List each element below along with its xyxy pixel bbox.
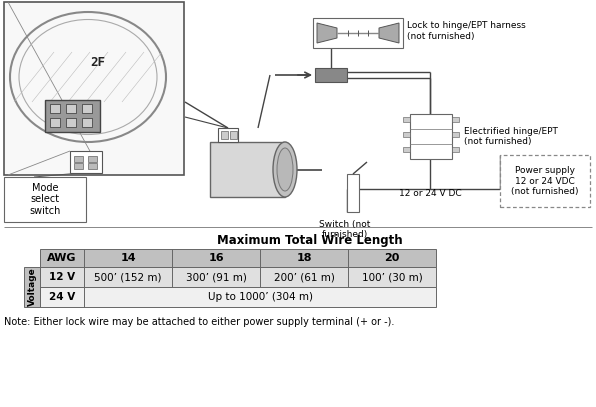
Text: Mode
select
switch: Mode select switch — [29, 183, 61, 216]
Bar — [230, 131, 237, 139]
Ellipse shape — [277, 148, 293, 191]
Bar — [4, 2, 184, 175]
Text: Note: Either lock wire may be attached to either power supply terminal (+ or -).: Note: Either lock wire may be attached t… — [4, 317, 395, 327]
Text: Switch (not
furnished): Switch (not furnished) — [319, 220, 371, 239]
Bar — [50, 118, 60, 127]
Bar — [66, 104, 76, 113]
Bar — [500, 155, 590, 207]
Text: 200’ (61 m): 200’ (61 m) — [274, 272, 334, 282]
Bar — [218, 128, 238, 142]
Bar — [74, 156, 83, 162]
Text: 24 V: 24 V — [49, 292, 75, 302]
Bar — [452, 147, 459, 152]
Text: 2F: 2F — [91, 55, 105, 68]
Bar — [452, 117, 459, 122]
Text: Voltage: Voltage — [27, 268, 36, 306]
Text: Power supply
12 or 24 VDC
(not furnished): Power supply 12 or 24 VDC (not furnished… — [511, 166, 579, 196]
Bar — [88, 163, 97, 169]
Bar — [403, 117, 410, 122]
Bar — [50, 104, 60, 113]
Bar — [74, 163, 83, 169]
Text: 100’ (30 m): 100’ (30 m) — [362, 272, 423, 282]
Bar — [40, 267, 436, 287]
Text: 20: 20 — [384, 253, 400, 263]
Polygon shape — [379, 23, 399, 43]
Text: 12 V: 12 V — [49, 272, 75, 282]
Bar — [66, 118, 76, 127]
Bar — [403, 147, 410, 152]
Bar — [40, 249, 436, 267]
Text: 16: 16 — [208, 253, 224, 263]
Bar — [24, 267, 40, 307]
Polygon shape — [317, 23, 337, 43]
Bar — [403, 132, 410, 137]
Bar — [70, 151, 102, 173]
Bar — [347, 174, 359, 212]
Bar — [82, 118, 92, 127]
Text: 300’ (91 m): 300’ (91 m) — [185, 272, 246, 282]
Text: Up to 1000’ (304 m): Up to 1000’ (304 m) — [207, 292, 312, 302]
Text: Lock to hinge/EPT harness
(not furnished): Lock to hinge/EPT harness (not furnished… — [407, 21, 526, 41]
Bar — [45, 100, 100, 132]
Bar — [40, 287, 436, 307]
Text: 14: 14 — [120, 253, 136, 263]
Bar — [452, 132, 459, 137]
Bar — [410, 114, 452, 159]
Bar — [210, 142, 285, 197]
Bar — [315, 68, 347, 82]
Text: Maximum Total Wire Length: Maximum Total Wire Length — [217, 234, 403, 247]
Bar — [313, 18, 403, 48]
Text: 12 or 24 V DC: 12 or 24 V DC — [399, 190, 461, 199]
Bar — [221, 131, 228, 139]
Ellipse shape — [273, 142, 297, 197]
Text: 18: 18 — [296, 253, 312, 263]
Bar — [88, 156, 97, 162]
Text: Electrified hinge/EPT
(not furnished): Electrified hinge/EPT (not furnished) — [464, 127, 558, 146]
Text: AWG: AWG — [47, 253, 77, 263]
Bar — [82, 104, 92, 113]
Bar — [4, 177, 86, 222]
Text: 500’ (152 m): 500’ (152 m) — [94, 272, 162, 282]
